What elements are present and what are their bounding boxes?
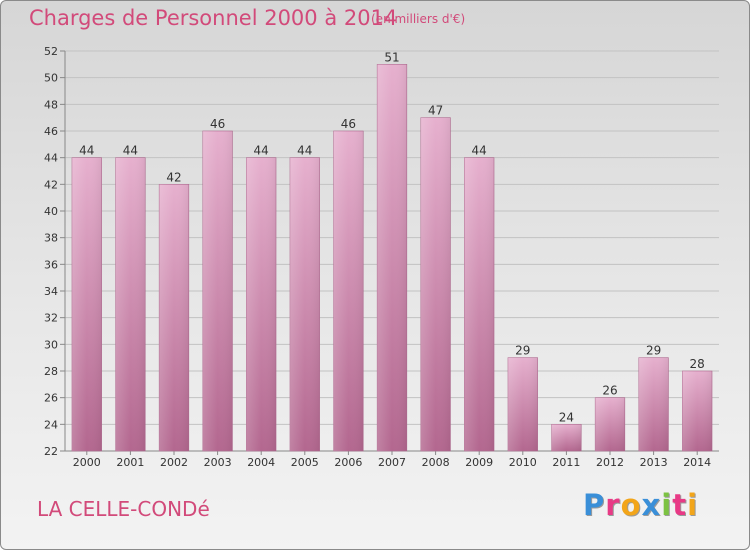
logo-letter: P — [583, 488, 606, 522]
logo-letter: r — [605, 488, 621, 522]
bar-2006 — [333, 130, 364, 452]
bar-2014 — [682, 370, 713, 452]
x-tick-label: 2001 — [116, 456, 144, 469]
data-label: 42 — [166, 170, 181, 184]
data-label: 44 — [123, 144, 138, 158]
bar-shine — [115, 157, 146, 451]
logo-letter: x — [641, 488, 662, 522]
data-label: 47 — [428, 104, 443, 118]
y-tick-label: 38 — [44, 232, 58, 245]
bars — [71, 64, 713, 452]
data-label: 29 — [646, 344, 661, 358]
bar-shine — [595, 397, 625, 451]
bar-2000 — [71, 157, 102, 452]
location-label: LA CELLE-CONDé — [37, 497, 210, 521]
x-tick-label: 2013 — [640, 456, 668, 469]
y-tick-label: 48 — [44, 98, 58, 111]
x-tick-label: 2005 — [291, 456, 319, 469]
y-tick-label: 34 — [44, 285, 58, 298]
proxiti-logo: Proxiti — [583, 488, 698, 522]
bar-2004 — [246, 157, 277, 452]
logo-letter: i — [687, 488, 699, 522]
data-label: 44 — [297, 144, 312, 158]
bar-shine — [333, 131, 364, 451]
bar-shine — [507, 357, 538, 451]
bar-shine — [420, 117, 451, 452]
logo-letter: t — [672, 488, 688, 522]
bar-shine — [71, 157, 102, 451]
bar-2010 — [507, 357, 538, 452]
bar-2005 — [289, 157, 320, 452]
x-tick-label: 2009 — [465, 456, 493, 469]
data-label: 29 — [515, 344, 530, 358]
logo-letter: o — [620, 488, 642, 522]
y-tick-label: 28 — [44, 365, 58, 378]
x-tick-label: 2000 — [73, 456, 101, 469]
x-tick-label: 2008 — [422, 456, 450, 469]
data-label: 26 — [602, 384, 617, 398]
data-label: 51 — [384, 50, 399, 64]
logo-letter: i — [661, 488, 673, 522]
bar-2003 — [202, 130, 233, 452]
y-tick-label: 32 — [44, 312, 58, 325]
bar-shine — [682, 371, 713, 451]
y-tick-label: 50 — [44, 72, 58, 85]
chart-subtitle: (en milliers d'€) — [371, 12, 466, 26]
x-tick-label: 2011 — [552, 456, 580, 469]
data-label: 46 — [341, 117, 356, 131]
x-tick-label: 2006 — [334, 456, 362, 469]
bar-shine — [159, 184, 189, 452]
data-label: 44 — [254, 144, 269, 158]
x-tick-label: 2012 — [596, 456, 624, 469]
bar-2001 — [115, 157, 146, 452]
bar-2002 — [158, 184, 190, 452]
bar-2007 — [376, 64, 408, 452]
y-tick-label: 44 — [44, 152, 58, 165]
bar-2012 — [594, 397, 626, 452]
bar-shine — [464, 157, 495, 451]
bar-shine — [377, 64, 407, 452]
y-tick-label: 46 — [44, 125, 58, 138]
data-labels: 44 44 42 46 44 44 46 51 47 44 29 24 26 29 28 — [79, 50, 705, 424]
y-tick-label: 30 — [44, 338, 58, 351]
x-tick-label: 2014 — [683, 456, 711, 469]
y-tick-label: 40 — [44, 205, 58, 218]
bar-shine — [289, 157, 320, 451]
bar-2008 — [420, 117, 451, 452]
bar-2011 — [551, 424, 582, 452]
data-label: 28 — [690, 357, 705, 371]
data-label: 24 — [559, 410, 574, 424]
data-label: 44 — [472, 144, 487, 158]
x-tick-label: 2004 — [247, 456, 275, 469]
x-tick-label: 2003 — [204, 456, 232, 469]
bar-shine — [551, 424, 582, 451]
y-tick-label: 42 — [44, 178, 58, 191]
y-tick-label: 26 — [44, 392, 58, 405]
bar-shine — [638, 357, 669, 451]
x-tick-label: 2007 — [378, 456, 406, 469]
bar-2009 — [464, 157, 495, 452]
y-tick-label: 24 — [44, 418, 58, 431]
bar-2013 — [638, 357, 669, 452]
data-label: 46 — [210, 117, 225, 131]
y-tick-label: 22 — [44, 445, 58, 458]
x-tick-label: 2002 — [160, 456, 188, 469]
y-tick-label: 52 — [44, 45, 58, 58]
x-tick-label: 2010 — [509, 456, 537, 469]
y-tick-label: 36 — [44, 258, 58, 271]
bar-shine — [246, 157, 277, 451]
y-tick-labels: 22 24 26 28 30 32 34 36 38 40 42 44 46 48 50 52 — [44, 45, 58, 458]
bar-shine — [202, 131, 233, 451]
chart-title: Charges de Personnel 2000 à 2014 — [29, 6, 398, 30]
data-label: 44 — [79, 144, 94, 158]
x-tick-labels: 2000 2001 2002 2003 2004 2005 2006 2007 2008 2009… — [73, 456, 711, 469]
